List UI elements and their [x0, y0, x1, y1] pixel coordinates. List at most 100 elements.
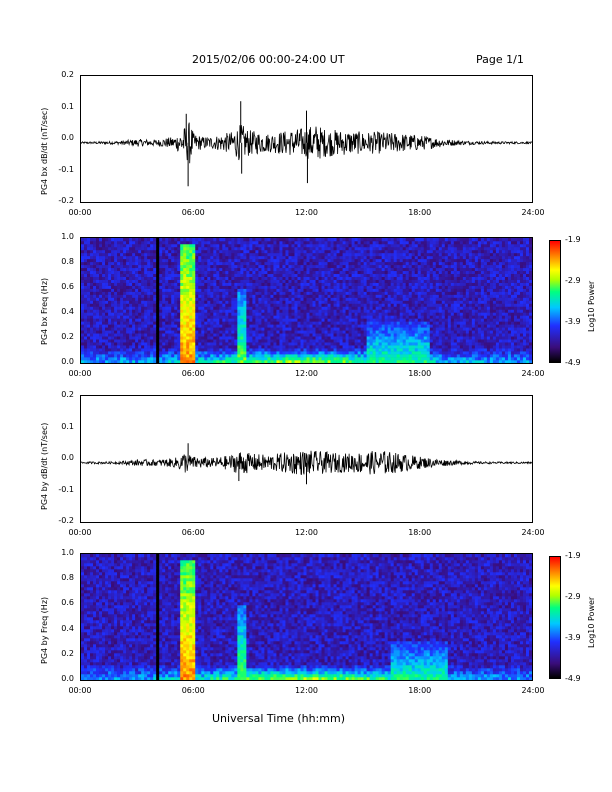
spectrogram-cell [297, 348, 301, 352]
spectrogram-cell [381, 291, 385, 295]
spectrogram-cell [291, 282, 295, 286]
spectrogram-cell [306, 327, 310, 331]
spectrogram-cell [432, 246, 437, 251]
spectrogram-cell [387, 249, 391, 254]
spectrogram-cell [141, 339, 145, 343]
spectrogram-cell [138, 273, 142, 277]
spectrogram-cell [270, 270, 274, 275]
spectrogram-cell [132, 249, 136, 254]
spectrogram-cell [195, 261, 199, 266]
spectrogram-cell [144, 282, 148, 286]
spectrogram-cell [180, 303, 184, 307]
spectrogram-cell [252, 243, 256, 248]
spectrogram-cell [402, 324, 407, 328]
spectrogram-cell [378, 252, 382, 257]
spectrogram-cell [396, 357, 401, 361]
spectrogram-cell [171, 333, 175, 337]
spectrogram-cell [342, 238, 346, 242]
spectrogram-cell [399, 306, 404, 310]
spectrogram-cell [153, 360, 157, 363]
spectrogram-cell [405, 288, 410, 292]
spectrogram-cell [96, 282, 100, 286]
spectrogram-cell [273, 294, 277, 298]
spectrogram-cell [309, 246, 313, 251]
spectrogram-cell [372, 238, 376, 242]
spectrogram-cell [393, 276, 397, 280]
spectrogram-cell [105, 282, 109, 286]
spectrogram-cell [372, 267, 376, 272]
spectrogram-cell [300, 342, 304, 346]
spectrogram-cell [207, 330, 211, 334]
spectrogram-cell [213, 300, 217, 304]
spectrogram-cell [288, 246, 292, 251]
spectrogram-cell [354, 309, 358, 313]
spectrogram-cell [312, 282, 316, 286]
spectrogram-cell [129, 246, 133, 251]
spectrogram-cell [225, 285, 229, 289]
spectrogram-cell [114, 336, 118, 340]
spectrogram-cell [270, 309, 274, 313]
spectrogram-cell [294, 324, 298, 328]
spectrogram-cell [225, 333, 229, 337]
spectrogram-cell [147, 330, 151, 334]
spectrogram-cell [423, 264, 428, 269]
spectrogram-cell [231, 303, 235, 307]
spectrogram-cell [84, 252, 88, 257]
spectrogram-cell [294, 258, 298, 263]
spectrogram-cell [117, 249, 121, 254]
spectrogram-cell [303, 354, 307, 358]
spectrogram-cell [252, 324, 256, 328]
spectrogram-cell [363, 279, 367, 283]
spectrogram-cell [375, 291, 379, 295]
spectrogram-cell [258, 282, 262, 286]
spectrogram-cell [405, 324, 410, 328]
spectrogram-cell [264, 297, 268, 301]
spectrogram-cell [318, 279, 322, 283]
spectrogram-cell [240, 312, 244, 316]
spectrogram-cell [87, 261, 91, 266]
spectrogram-cell [282, 327, 286, 331]
spectrogram-cell [129, 315, 133, 319]
spectrogram-cell [381, 351, 385, 355]
spectrogram-cell [261, 318, 265, 322]
spectrogram-cell [381, 273, 385, 277]
spectrogram-cell [315, 288, 319, 292]
spectrogram-cell [147, 324, 151, 328]
spectrogram-cell [318, 258, 322, 263]
spectrogram-cell [387, 297, 391, 301]
spectrogram-cell [402, 252, 407, 257]
spectrogram-cell [432, 345, 437, 349]
spectrogram-cell [219, 351, 223, 355]
spectrogram-cell [423, 294, 428, 298]
spectrogram-cell [282, 255, 286, 260]
spectrogram-cell [123, 279, 127, 283]
spectrogram-cell [159, 249, 163, 254]
spectrogram-cell [111, 306, 115, 310]
spectrogram-cell [201, 357, 205, 361]
spectrogram-cell [255, 303, 259, 307]
spectrogram-cell [324, 351, 328, 355]
spectrogram-cell [258, 327, 262, 331]
spectrogram-cell [81, 327, 85, 331]
spectrogram-cell [126, 321, 130, 325]
spectrogram-cell [174, 285, 178, 289]
spectrogram-cell [102, 249, 106, 254]
spectrogram-cell [258, 303, 262, 307]
spectrogram-cell [99, 288, 103, 292]
spectrogram-cell [219, 354, 223, 358]
spectrogram-cell [195, 357, 199, 361]
spectrogram-cell [99, 291, 103, 295]
spectrogram-cell [132, 285, 136, 289]
spectrogram-cell [282, 270, 286, 275]
spectrogram-cell [381, 252, 385, 257]
spectrogram-cell [390, 238, 394, 242]
spectrogram-cell [213, 312, 217, 316]
spectrogram-cell [348, 300, 352, 304]
spectrogram-cell [201, 300, 205, 304]
spectrogram-cell [411, 294, 416, 298]
spectrogram-cell [108, 303, 112, 307]
spectrogram-cell [174, 336, 178, 340]
spectrogram-cell [375, 300, 379, 304]
spectrogram-cell [315, 345, 319, 349]
spectrogram-cell [144, 321, 148, 325]
